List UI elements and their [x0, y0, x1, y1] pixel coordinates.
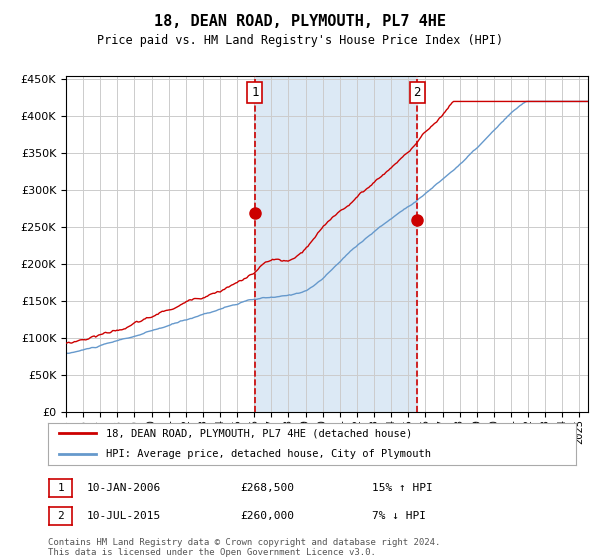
- Text: 2: 2: [57, 511, 64, 521]
- Text: Price paid vs. HM Land Registry's House Price Index (HPI): Price paid vs. HM Land Registry's House …: [97, 34, 503, 46]
- Text: 15% ↑ HPI: 15% ↑ HPI: [372, 483, 433, 493]
- Text: 10-JUL-2015: 10-JUL-2015: [87, 511, 161, 521]
- Text: 18, DEAN ROAD, PLYMOUTH, PL7 4HE: 18, DEAN ROAD, PLYMOUTH, PL7 4HE: [154, 14, 446, 29]
- Text: 7% ↓ HPI: 7% ↓ HPI: [372, 511, 426, 521]
- Text: HPI: Average price, detached house, City of Plymouth: HPI: Average price, detached house, City…: [106, 449, 431, 459]
- Text: £268,500: £268,500: [240, 483, 294, 493]
- Text: £260,000: £260,000: [240, 511, 294, 521]
- Text: 1: 1: [251, 86, 259, 99]
- Text: 10-JAN-2006: 10-JAN-2006: [87, 483, 161, 493]
- Bar: [255, 76, 418, 412]
- Text: 2: 2: [413, 86, 421, 99]
- Text: 1: 1: [57, 483, 64, 493]
- Text: 18, DEAN ROAD, PLYMOUTH, PL7 4HE (detached house): 18, DEAN ROAD, PLYMOUTH, PL7 4HE (detach…: [106, 428, 412, 438]
- Text: Contains HM Land Registry data © Crown copyright and database right 2024.
This d: Contains HM Land Registry data © Crown c…: [48, 538, 440, 557]
